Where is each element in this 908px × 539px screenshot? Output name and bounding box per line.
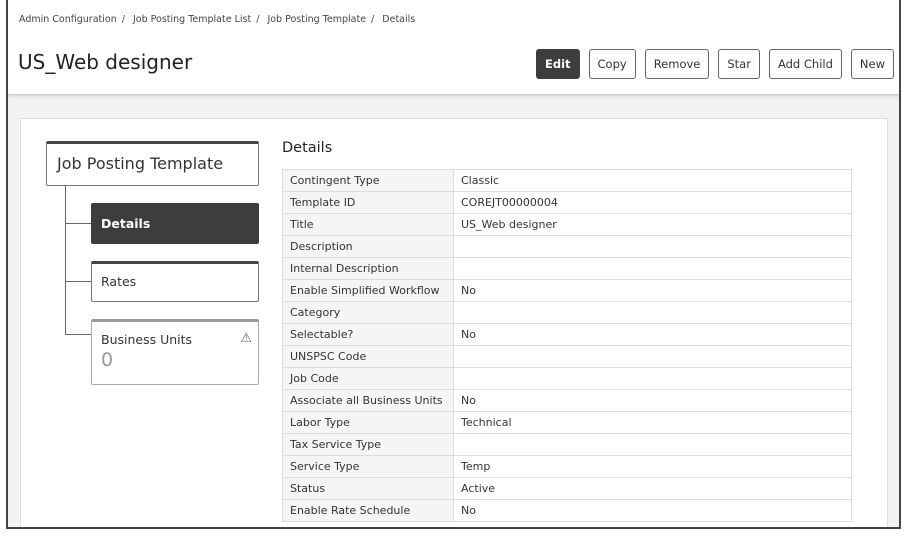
- details-table: Contingent Type Classic Template ID COREJT0…: [282, 169, 852, 522]
- table-row: Category: [282, 301, 852, 324]
- field-value: [453, 367, 852, 390]
- business-units-count: 0: [101, 349, 114, 371]
- tree-connector: [65, 186, 66, 334]
- page-header: Admin Configuration / Job Posting Templat…: [8, 0, 899, 95]
- content-card: Job Posting Template Details Rates Busin…: [20, 118, 888, 527]
- warning-icon: ⚠: [240, 331, 252, 346]
- breadcrumb-admin-configuration[interactable]: Admin Configuration: [19, 14, 117, 25]
- section-title: Details: [282, 140, 333, 156]
- field-label: Labor Type: [282, 411, 454, 434]
- table-row: Associate all Business Units No: [282, 389, 852, 412]
- tree-connector: [65, 334, 91, 335]
- table-row: Tax Service Type: [282, 433, 852, 456]
- table-row: Job Code: [282, 367, 852, 390]
- table-row: Enable Simplified Workflow No: [282, 279, 852, 302]
- tree-connector: [65, 223, 91, 224]
- field-value: [453, 301, 852, 324]
- field-label: Enable Simplified Workflow: [282, 279, 454, 302]
- table-row: Internal Description: [282, 257, 852, 280]
- breadcrumb-template-list[interactable]: Job Posting Template List: [132, 14, 252, 25]
- field-label: Title: [282, 213, 454, 236]
- new-button[interactable]: New: [850, 49, 894, 79]
- field-value: Technical: [453, 411, 852, 434]
- table-row: Labor Type Technical: [282, 411, 852, 434]
- field-value: [453, 257, 852, 280]
- remove-button[interactable]: Remove: [644, 49, 710, 79]
- field-value: No: [453, 323, 852, 346]
- star-button[interactable]: Star: [718, 49, 760, 79]
- tree-connector: [65, 281, 91, 282]
- table-row: Description: [282, 235, 852, 258]
- tree-item-business-units[interactable]: Business Units 0 ⚠: [91, 319, 259, 385]
- field-label: Status: [282, 477, 454, 500]
- table-row: Title US_Web designer: [282, 213, 852, 236]
- field-value: Temp: [453, 455, 852, 478]
- field-label: Tax Service Type: [282, 433, 454, 456]
- table-row: Contingent Type Classic: [282, 169, 852, 192]
- field-value: US_Web designer: [453, 213, 852, 236]
- add-child-button[interactable]: Add Child: [768, 49, 842, 79]
- field-label: Description: [282, 235, 454, 258]
- tree-item-rates[interactable]: Rates: [91, 261, 259, 302]
- field-label: Internal Description: [282, 257, 454, 280]
- field-label: Service Type: [282, 455, 454, 478]
- field-label: Associate all Business Units: [282, 389, 454, 412]
- field-value: No: [453, 499, 852, 522]
- field-label: Job Code: [282, 367, 454, 390]
- field-label: Contingent Type: [282, 169, 454, 192]
- breadcrumb-details: Details: [382, 14, 416, 25]
- copy-button[interactable]: Copy: [588, 49, 636, 79]
- table-row: Status Active: [282, 477, 852, 500]
- field-value: [453, 433, 852, 456]
- table-row: Selectable? No: [282, 323, 852, 346]
- field-label: Template ID: [282, 191, 454, 214]
- field-value: Active: [453, 477, 852, 500]
- field-value: COREJT00000004: [453, 191, 852, 214]
- field-label: UNSPSC Code: [282, 345, 454, 368]
- breadcrumb: Admin Configuration / Job Posting Templat…: [19, 14, 416, 25]
- tree-root-job-posting-template[interactable]: Job Posting Template: [46, 141, 259, 186]
- field-label: Selectable?: [282, 323, 454, 346]
- breadcrumb-template[interactable]: Job Posting Template: [267, 14, 367, 25]
- toolbar: Edit Copy Remove Star Add Child New: [536, 49, 894, 79]
- table-row: Enable Rate Schedule No: [282, 499, 852, 522]
- business-units-label: Business Units: [101, 332, 193, 347]
- table-row: UNSPSC Code: [282, 345, 852, 368]
- field-label: Enable Rate Schedule: [282, 499, 454, 522]
- table-row: Template ID COREJT00000004: [282, 191, 852, 214]
- edit-button[interactable]: Edit: [536, 49, 580, 79]
- tree-item-details[interactable]: Details: [91, 203, 259, 244]
- field-value: [453, 235, 852, 258]
- table-row: Service Type Temp: [282, 455, 852, 478]
- field-value: No: [453, 389, 852, 412]
- app-frame: Admin Configuration / Job Posting Templat…: [6, 0, 901, 529]
- field-value: No: [453, 279, 852, 302]
- page-title: US_Web designer: [18, 50, 193, 74]
- field-value: Classic: [453, 169, 852, 192]
- field-label: Category: [282, 301, 454, 324]
- field-value: [453, 345, 852, 368]
